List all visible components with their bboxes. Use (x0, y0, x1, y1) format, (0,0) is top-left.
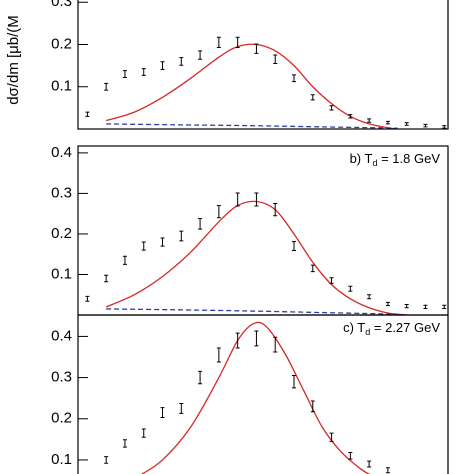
error-bar (273, 54, 278, 64)
y-tick-label: 0.1 (51, 451, 72, 468)
y-tick-label: 0.2 (51, 35, 72, 52)
error-bar (423, 304, 428, 310)
y-tick-label: 0.2 (51, 410, 72, 427)
error-bar (141, 241, 146, 251)
panel-label-part: d (372, 158, 377, 168)
error-bar (235, 36, 240, 48)
error-bar (198, 370, 203, 385)
error-bar (291, 375, 296, 389)
error-bar (385, 120, 390, 125)
error-bar (85, 111, 90, 117)
y-axis-label: dσ/dm [μb/(M (5, 15, 22, 105)
error-bar (291, 241, 296, 252)
panel-label-part: = 1.8 GeV (377, 151, 440, 166)
error-bar (310, 94, 315, 101)
error-bar (160, 61, 165, 70)
model-curve (105, 200, 407, 315)
plot-area (85, 36, 447, 129)
error-bar (423, 123, 428, 128)
model-curve (105, 43, 398, 129)
error-bar (141, 428, 146, 438)
y-tick-label: 0.3 (51, 369, 72, 386)
error-bar (367, 294, 372, 300)
error-bar (179, 57, 184, 66)
error-bar (329, 277, 334, 284)
panel-label-part: = 2.27 GeV (370, 320, 440, 335)
error-bar (160, 407, 165, 419)
error-bar (367, 460, 372, 468)
panel-label-part: c) T (343, 320, 365, 335)
error-bar (348, 114, 353, 119)
error-bar (160, 237, 165, 247)
frame (77, 314, 449, 474)
error-bar (348, 452, 353, 460)
plot-area (104, 321, 390, 474)
error-bar (254, 192, 259, 207)
error-bar (122, 70, 127, 78)
panel-label: c) Td = 2.27 GeV (343, 320, 440, 337)
error-bar (235, 192, 240, 207)
error-bar (198, 50, 203, 60)
error-bar (329, 432, 334, 442)
error-bar (273, 203, 278, 217)
error-bar (85, 295, 90, 302)
error-bar (404, 122, 409, 126)
y-tick-label: 0.3 (51, 184, 72, 201)
panel-label: b) Td = 1.8 GeV (350, 151, 441, 168)
model-curve (140, 321, 370, 474)
error-bar (273, 336, 278, 353)
error-bar (442, 304, 447, 310)
error-bar (216, 347, 221, 363)
y-tick-label: 0.2 (51, 225, 72, 242)
panel-label-part: b) T (350, 151, 373, 166)
error-bar (254, 43, 259, 54)
error-bar (442, 125, 447, 129)
error-bar (104, 456, 109, 464)
y-tick-label: 0.3 (51, 0, 72, 10)
error-bar (348, 285, 353, 292)
error-bar (216, 36, 221, 48)
error-bar (179, 403, 184, 414)
error-bar (291, 74, 296, 83)
frame (77, 0, 449, 130)
error-bar (122, 439, 127, 448)
model-curve (106, 123, 398, 129)
error-bar (310, 264, 315, 273)
plot-area (85, 192, 447, 315)
y-tick-label: 0.1 (51, 78, 72, 95)
y-tick-label: 0.4 (51, 144, 72, 161)
error-bar (367, 118, 372, 123)
panel-label-part: d (365, 327, 370, 337)
error-bar (104, 274, 109, 283)
error-bar (329, 105, 334, 111)
model-curve (106, 308, 398, 315)
error-bar (104, 82, 109, 91)
y-tick-label: 0.1 (51, 265, 72, 282)
error-bar (122, 255, 127, 265)
error-bar (310, 400, 315, 413)
error-bar (198, 218, 203, 230)
error-bar (179, 230, 184, 242)
y-tick-label: 0.4 (51, 327, 72, 344)
error-bar (385, 301, 390, 307)
error-bar (254, 330, 259, 347)
error-bar (141, 68, 146, 76)
error-bar (216, 205, 221, 219)
error-bar (385, 467, 390, 474)
error-bar (235, 332, 240, 349)
frame (77, 145, 449, 316)
error-bar (404, 303, 409, 309)
